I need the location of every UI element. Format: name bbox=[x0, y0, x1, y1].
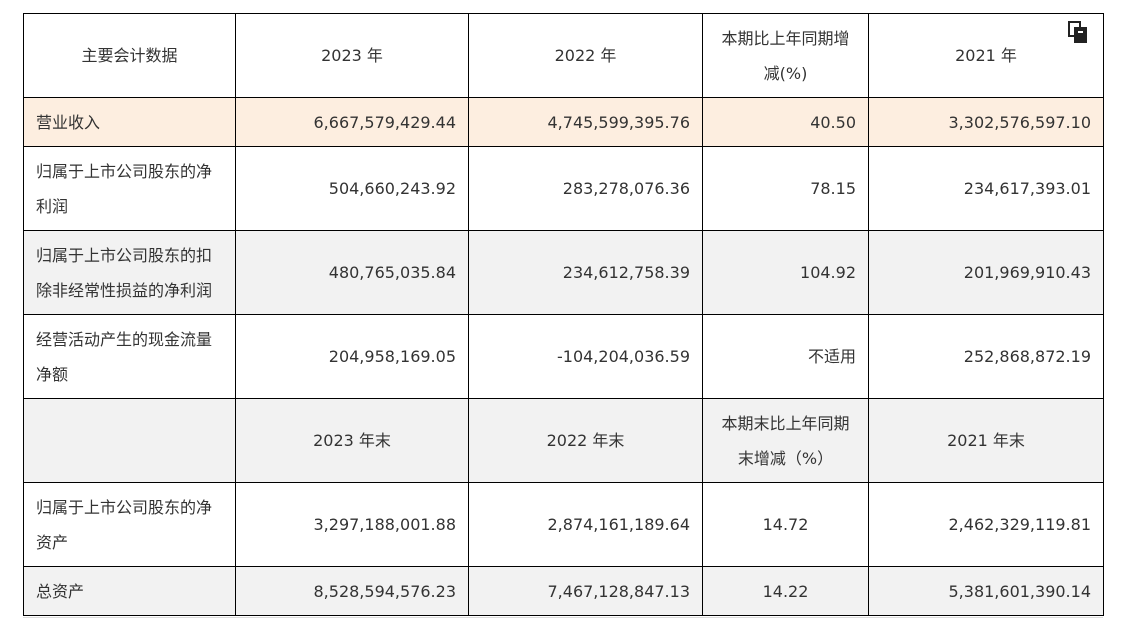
row-label: 营业收入 bbox=[23, 97, 236, 147]
cell-2021: 3,302,576,597.10 bbox=[868, 97, 1104, 147]
table-row: 经营活动产生的现金流量净额 204,958,169.05 -104,204,03… bbox=[23, 314, 1104, 399]
cell-2022: 283,278,076.36 bbox=[468, 146, 703, 231]
cell-2023: 8,528,594,576.23 bbox=[235, 566, 469, 616]
key-accounting-data-table: 主要会计数据 2023 年 2022 年 本期比上年同期增减(%) 2021 年… bbox=[23, 13, 1104, 616]
row-label: 经营活动产生的现金流量净额 bbox=[23, 314, 236, 399]
cell-2021: 5,381,601,390.14 bbox=[868, 566, 1104, 616]
cell-change: 不适用 bbox=[702, 314, 869, 399]
table-row: 营业收入 6,667,579,429.44 4,745,599,395.76 4… bbox=[23, 97, 1104, 147]
copy-icon-graphic bbox=[1068, 21, 1087, 43]
row-label: 归属于上市公司股东的净资产 bbox=[23, 482, 236, 567]
cell-2021: 252,868,872.19 bbox=[868, 314, 1104, 399]
header-cell-2023: 2023 年 bbox=[235, 13, 469, 98]
cell-2022: 2,874,161,189.64 bbox=[468, 482, 703, 567]
table-header-row: 主要会计数据 2023 年 2022 年 本期比上年同期增减(%) 2021 年 bbox=[23, 13, 1104, 98]
header-cell-2022: 2022 年 bbox=[468, 13, 703, 98]
cell-2023: 480,765,035.84 bbox=[235, 230, 469, 315]
cell-2023: 3,297,188,001.88 bbox=[235, 482, 469, 567]
cell-change: 78.15 bbox=[702, 146, 869, 231]
cell-2021: 201,969,910.43 bbox=[868, 230, 1104, 315]
header-cell-2021: 2021 年 bbox=[868, 13, 1104, 98]
cell-change: 14.72 bbox=[702, 482, 869, 567]
cell-2022: 4,745,599,395.76 bbox=[468, 97, 703, 147]
table-row: 归属于上市公司股东的扣除非经常性损益的净利润 480,765,035.84 23… bbox=[23, 230, 1104, 315]
subheader-cell-2023: 2023 年末 bbox=[235, 398, 469, 483]
table-row: 总资产 8,528,594,576.23 7,467,128,847.13 14… bbox=[23, 566, 1104, 616]
row-label: 归属于上市公司股东的净利润 bbox=[23, 146, 236, 231]
financial-table-container: 主要会计数据 2023 年 2022 年 本期比上年同期增减(%) 2021 年… bbox=[23, 13, 1104, 616]
cell-2023: 204,958,169.05 bbox=[235, 314, 469, 399]
cell-2021: 2,462,329,119.81 bbox=[868, 482, 1104, 567]
cell-2022: -104,204,036.59 bbox=[468, 314, 703, 399]
cell-2022: 7,467,128,847.13 bbox=[468, 566, 703, 616]
row-label: 归属于上市公司股东的扣除非经常性损益的净利润 bbox=[23, 230, 236, 315]
cell-2023: 504,660,243.92 bbox=[235, 146, 469, 231]
table-row: 归属于上市公司股东的净资产 3,297,188,001.88 2,874,161… bbox=[23, 482, 1104, 567]
subheader-cell-2022: 2022 年末 bbox=[468, 398, 703, 483]
cell-2022: 234,612,758.39 bbox=[468, 230, 703, 315]
subheader-cell-metric bbox=[23, 398, 236, 483]
cell-2021: 234,617,393.01 bbox=[868, 146, 1104, 231]
header-cell-metric: 主要会计数据 bbox=[23, 13, 236, 98]
divider bbox=[23, 617, 1103, 618]
cell-change: 14.22 bbox=[702, 566, 869, 616]
cell-change: 104.92 bbox=[702, 230, 869, 315]
row-label: 总资产 bbox=[23, 566, 236, 616]
cell-change: 40.50 bbox=[702, 97, 869, 147]
copy-icon[interactable] bbox=[1066, 20, 1090, 44]
header-cell-change: 本期比上年同期增减(%) bbox=[702, 13, 869, 98]
table-subheader-row: 2023 年末 2022 年末 本期末比上年同期末增减（%） 2021 年末 bbox=[23, 398, 1104, 483]
table-row: 归属于上市公司股东的净利润 504,660,243.92 283,278,076… bbox=[23, 146, 1104, 231]
subheader-cell-2021: 2021 年末 bbox=[868, 398, 1104, 483]
subheader-cell-change: 本期末比上年同期末增减（%） bbox=[702, 398, 869, 483]
cell-2023: 6,667,579,429.44 bbox=[235, 97, 469, 147]
